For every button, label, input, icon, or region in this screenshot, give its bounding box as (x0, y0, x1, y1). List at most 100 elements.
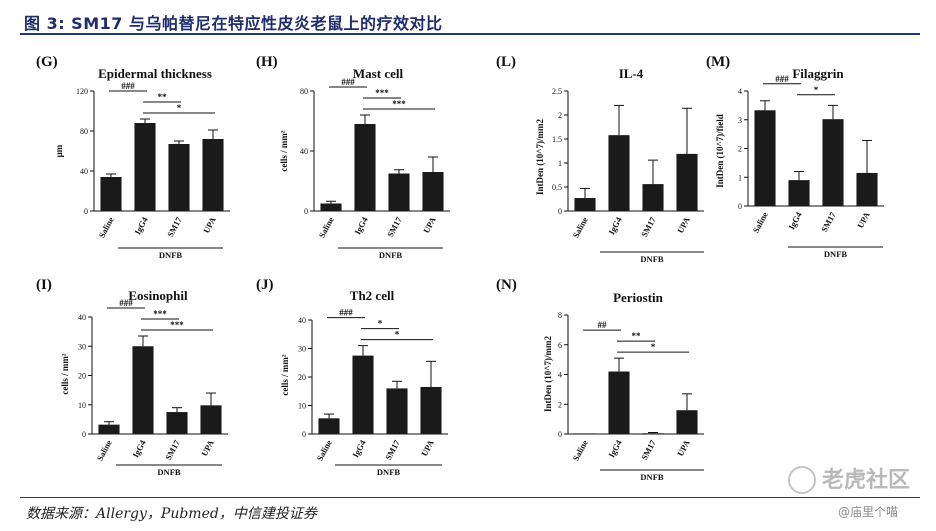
chart-title: Periostin (613, 290, 664, 305)
y-axis-label: cells / mm² (280, 354, 290, 395)
significance-label: * (177, 103, 182, 113)
bar (386, 388, 408, 434)
x-tick-label: UPA (201, 214, 218, 234)
y-axis-label: cells / mm² (279, 130, 289, 171)
y-tick-label: 6 (558, 341, 562, 350)
x-tick-label: UPA (675, 437, 692, 457)
chart-panel: (N) Periostin 0 2 4 6 8 IntDen (10^7)/mm2 Saline… (496, 277, 704, 482)
bar (100, 177, 122, 211)
y-tick-label: 10 (298, 402, 306, 411)
chart-panel: (H) Mast cell 0 40 80 cells / mm² Saline IgG4 SM… (256, 54, 450, 260)
panel-label: (L) (496, 54, 516, 70)
watermark-brand: 老虎社区 (822, 468, 911, 493)
significance-label: *** (392, 99, 406, 109)
y-tick-label: 0 (302, 430, 306, 439)
bar (202, 139, 224, 211)
chart-title: Filaggrin (792, 66, 844, 81)
x-tick-label: UPA (419, 437, 436, 457)
y-tick-label: 4 (558, 371, 562, 380)
bar (574, 198, 596, 211)
significance-label: ** (632, 331, 642, 341)
group-label: DNFB (640, 254, 663, 264)
watermark-user: @庙里个喵 (838, 505, 899, 519)
bar (608, 135, 630, 211)
x-tick-label: IgG4 (786, 210, 804, 232)
bar (420, 386, 442, 434)
y-tick-label: 2 (558, 400, 562, 409)
bar (642, 433, 664, 434)
x-tick-label: SM17 (165, 215, 184, 239)
bar (200, 405, 222, 434)
x-tick-label: Saline (97, 215, 116, 239)
x-tick-label: IgG4 (606, 438, 624, 460)
x-tick-label: UPA (675, 214, 692, 234)
significance-label: ### (339, 308, 353, 318)
panel-label: (H) (256, 54, 278, 70)
bar (642, 184, 664, 211)
bar (166, 412, 188, 434)
bar (608, 371, 630, 434)
group-label: DNFB (377, 467, 400, 477)
bar (788, 180, 810, 206)
y-tick-label: 4 (738, 87, 742, 96)
x-tick-label: Saline (571, 438, 590, 462)
panel-label: (G) (36, 54, 58, 70)
y-tick-label: 40 (300, 147, 308, 156)
y-tick-label: 0 (82, 430, 86, 439)
y-axis-label: IntDen (10^7)/mm2 (535, 119, 545, 195)
bar (676, 410, 698, 434)
y-tick-label: 30 (78, 342, 86, 351)
tiger-logo-icon (788, 466, 816, 494)
significance-label: ### (341, 77, 355, 87)
x-tick-label: Saline (317, 215, 336, 239)
y-axis-label: cells / mm² (60, 353, 70, 394)
bar (856, 172, 878, 206)
y-tick-label: 1.5 (552, 135, 562, 144)
y-tick-label: 80 (300, 87, 308, 96)
chart-panel: (M) Filaggrin 0 1 2 3 4 IntDen (10^7)/field Sali… (706, 54, 884, 259)
chart-title: Epidermal thickness (98, 66, 212, 81)
group-label: DNFB (824, 249, 847, 259)
significance-label: *** (375, 88, 389, 98)
x-tick-label: SM17 (639, 438, 658, 462)
y-tick-label: 120 (76, 87, 88, 96)
x-tick-label: IgG4 (132, 215, 150, 237)
significance-label: ** (158, 92, 168, 102)
significance-label: ### (119, 298, 133, 308)
significance-label: * (395, 330, 400, 340)
group-label: DNFB (159, 250, 182, 260)
y-tick-label: 2.5 (552, 87, 562, 96)
significance-label: * (814, 85, 819, 95)
x-tick-label: SM17 (163, 438, 182, 462)
group-label: DNFB (379, 250, 402, 260)
significance-label: *** (170, 320, 184, 330)
bar (320, 203, 342, 211)
y-tick-label: 0 (558, 430, 562, 439)
panel-label: (M) (706, 54, 730, 70)
bar (98, 424, 120, 434)
x-tick-label: Saline (95, 438, 114, 462)
x-tick-label: IgG4 (130, 438, 148, 460)
y-tick-label: 40 (78, 313, 86, 322)
chart-panel: (L) IL-4 0 0.5 1 1.5 2 2.5 IntDen (10^7)/mm2 Sali… (496, 54, 704, 264)
x-tick-label: IgG4 (606, 215, 624, 237)
x-tick-label: Saline (315, 438, 334, 462)
x-tick-label: SM17 (385, 215, 404, 239)
significance-label: *** (153, 309, 167, 319)
y-tick-label: 8 (558, 311, 562, 320)
panel-label: (N) (496, 277, 517, 293)
chart-panel: (G) Epidermal thickness 0 40 80 120 μm Saline Ig… (36, 54, 230, 260)
significance-label: * (378, 319, 383, 329)
y-axis-label: μm (54, 144, 64, 157)
y-tick-label: 1 (558, 159, 562, 168)
x-tick-label: Saline (571, 215, 590, 239)
y-tick-label: 10 (78, 401, 86, 410)
y-tick-label: 20 (78, 372, 86, 381)
x-tick-label: IgG4 (350, 438, 368, 460)
y-tick-label: 0 (738, 202, 742, 211)
significance-label: ### (775, 74, 789, 84)
panel-label: (J) (256, 277, 274, 293)
y-tick-label: 1 (738, 173, 742, 182)
source-note: 数据来源：Allergy，Pubmed，中信建投证券 (26, 506, 317, 522)
x-tick-label: SM17 (639, 215, 658, 239)
